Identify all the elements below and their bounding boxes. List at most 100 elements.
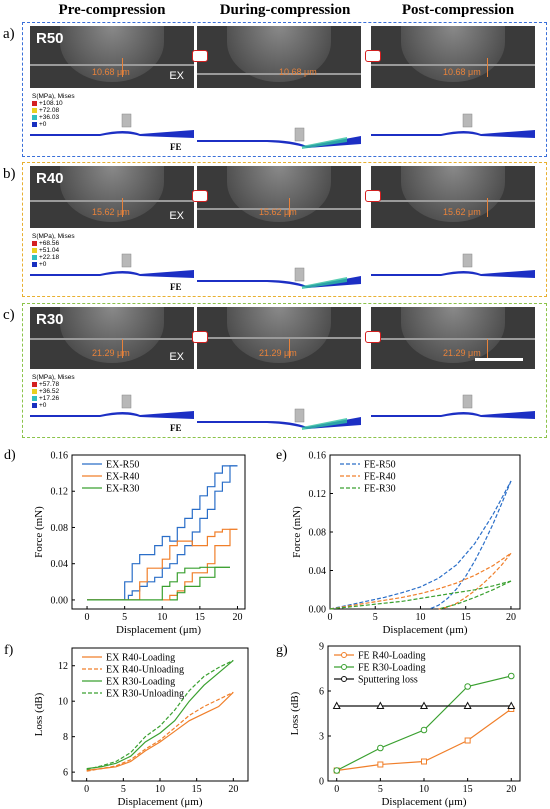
legend-entry: +0 <box>32 402 75 409</box>
y-axis-label: Force (mN) <box>33 506 45 558</box>
series-line <box>329 580 512 610</box>
scale-bar <box>475 358 523 361</box>
data-point <box>376 701 385 709</box>
legend-entry: +51.04 <box>32 247 75 254</box>
series-line <box>329 552 512 610</box>
legend-value: +17.26 <box>39 395 60 402</box>
stress-legend: S(MPa), Mises +108.10 +72.08 +36.03 +0 <box>32 93 75 128</box>
legend-label: EX-R30 <box>106 484 139 495</box>
series-line <box>86 691 234 772</box>
fe-model <box>30 113 194 138</box>
y-tick-label: 0.08 <box>51 523 69 534</box>
legend-label: EX R30-Loading <box>106 677 175 688</box>
x-tick-label: 10 <box>155 784 165 795</box>
fe-indenter <box>121 394 132 409</box>
y-tick-label: 10 <box>58 697 68 708</box>
y-axis-label: Loss (dB) <box>289 691 301 735</box>
legend-entry: +36.52 <box>32 388 75 395</box>
x-tick-label: 20 <box>228 784 238 795</box>
y-tick-label: 8 <box>63 732 68 743</box>
gap-dimension: 21.29 μm <box>92 347 130 358</box>
gap-arrow <box>487 58 488 77</box>
series-line <box>87 566 230 601</box>
fiber <box>30 338 194 340</box>
x-tick-label: 5 <box>373 612 378 623</box>
sem-image: 10.68 μm <box>197 26 361 88</box>
header-pre-compression: Pre-compression <box>58 2 166 18</box>
data-point <box>421 758 427 765</box>
fiber-mesh <box>30 270 194 278</box>
stress-legend: S(MPa), Mises +68.56 +51.04 +22.18 +0 <box>32 233 75 268</box>
series-line <box>438 552 512 610</box>
legend-label: Sputtering loss <box>358 675 418 686</box>
fiber-mesh <box>30 130 194 138</box>
legend-marker <box>341 652 347 658</box>
arrow-icon <box>192 331 208 343</box>
sem-image: R50 EX 10.68 μm <box>30 26 194 88</box>
sem-image: 21.29 μm <box>371 307 535 369</box>
stress-region <box>302 277 347 289</box>
series-line <box>87 528 238 601</box>
x-tick-label: 15 <box>195 612 205 623</box>
data-point <box>333 767 341 774</box>
fiber <box>30 64 194 67</box>
legend-entry: +17.26 <box>32 395 75 402</box>
legend-value: +0 <box>39 261 47 268</box>
fe-label: FE <box>170 142 182 152</box>
ex-label: EX <box>169 70 184 82</box>
fe-model <box>30 394 194 419</box>
y-tick-label: 6 <box>319 687 324 698</box>
legend-value: +57.78 <box>39 381 60 388</box>
fe-indenter <box>121 113 132 128</box>
legend-marker <box>341 664 347 670</box>
legend-label: FE-R30 <box>364 484 396 495</box>
x-axis-label: Displacement (μm) <box>116 624 201 636</box>
series-line <box>162 528 238 601</box>
gap-dimension: 10.68 μm <box>279 66 317 77</box>
series-line <box>86 659 234 770</box>
x-tick-label: 20 <box>506 612 516 623</box>
fiber <box>371 200 535 203</box>
arrow-icon <box>365 50 381 62</box>
stress-region <box>302 137 347 149</box>
x-tick-label: 5 <box>122 612 127 623</box>
legend-entry: +108.10 <box>32 100 75 107</box>
legend-value: +36.52 <box>39 388 60 395</box>
legend-value: +36.03 <box>39 114 60 121</box>
series-line <box>169 566 230 601</box>
legend-label: EX R30-Unloading <box>106 689 184 700</box>
y-tick-label: 0.00 <box>51 595 69 606</box>
series-line <box>86 691 234 771</box>
y-axis-label: Loss (dB) <box>33 692 45 736</box>
plot-frame <box>71 454 246 610</box>
legend-swatch <box>32 381 37 387</box>
panel-r40-frame <box>22 162 547 297</box>
y-tick-label: 9 <box>319 642 324 653</box>
legend-swatch <box>32 107 37 113</box>
fe-indenter <box>462 394 473 409</box>
panel-label: e) <box>276 448 287 463</box>
fe-indenter <box>294 408 305 423</box>
gap-arrow <box>289 339 290 358</box>
x-tick-label: 20 <box>506 784 516 795</box>
gap-arrow <box>122 198 123 217</box>
panel-label: f) <box>4 643 14 658</box>
legend-swatch <box>32 402 37 408</box>
data-point <box>464 737 471 744</box>
y-tick-label: 12 <box>58 661 68 672</box>
chart-d: 0 5 10 15 20 0.00 0.04 0.08 0.12 0.16 Displacement… <box>4 448 246 636</box>
legend-title: S(MPa), Mises <box>32 374 75 381</box>
legend-entry: +68.56 <box>32 240 75 247</box>
stress-region <box>302 418 347 430</box>
fe-model <box>371 113 535 138</box>
legend-value: +68.56 <box>39 240 60 247</box>
chart-f: 0 5 10 15 20 6 8 10 12 Displacement (μm) Loss (dB)… <box>4 643 249 808</box>
legend-swatch <box>32 395 37 401</box>
series-line <box>429 480 512 610</box>
legend-swatch <box>32 254 37 260</box>
x-tick-label: 0 <box>84 784 89 795</box>
data-point <box>420 726 428 734</box>
legend-label: FE-R40 <box>364 472 396 483</box>
arrow-icon <box>192 50 208 62</box>
